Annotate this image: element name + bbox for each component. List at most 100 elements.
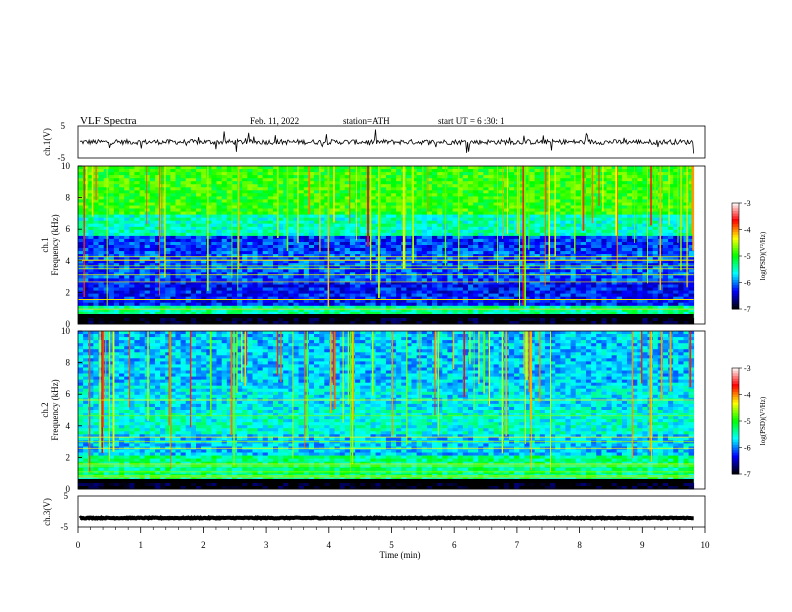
spectrogram-cell (139, 190, 146, 194)
spectrogram-cell (668, 238, 674, 243)
spectrogram-cell (647, 266, 653, 270)
spectrogram-cell (524, 181, 530, 185)
spectrogram-cell (247, 275, 253, 279)
spectrogram-cell (360, 266, 366, 270)
spectrogram-cell (447, 263, 453, 267)
spectrogram-cell (108, 281, 115, 285)
spectrogram-cell (637, 229, 643, 234)
spectrogram-cell (288, 175, 294, 179)
spectrogram-cell (483, 251, 489, 255)
spectrogram-cell (349, 266, 356, 270)
spectrogram-cell (627, 175, 633, 179)
spectrogram-cell (411, 214, 417, 218)
spectrogram-cell (416, 190, 423, 194)
spectrogram-cell (360, 181, 366, 185)
spectrogram-cell (570, 266, 577, 270)
spectrogram-cell (262, 184, 269, 188)
spectrogram-cell (580, 272, 587, 276)
spectrogram-cell (349, 251, 356, 255)
spectrogram-cell (596, 260, 602, 264)
spectrogram-cell (329, 238, 335, 243)
spectrogram-cell (339, 275, 346, 279)
spectrogram-cell (278, 235, 284, 240)
spectrogram-cell (611, 199, 618, 203)
spectrogram-cell (503, 251, 510, 255)
spectrogram-cell (93, 202, 99, 206)
spectrogram-cell (319, 226, 325, 231)
spectrogram-cell (226, 248, 233, 252)
spectrogram-cell (349, 178, 356, 182)
spectrogram-cell (293, 287, 299, 291)
spectrogram-cell (339, 287, 346, 291)
spectrogram-cell (432, 211, 438, 215)
spectrogram-cell (257, 172, 264, 176)
spectrogram-cell (627, 278, 633, 282)
spectrogram-cell (288, 187, 294, 191)
spectrogram-cell (201, 190, 207, 194)
spectrogram-cell (668, 251, 674, 255)
spectrogram-cell (355, 275, 361, 279)
spectrogram-cell (550, 232, 556, 237)
spectrogram-cell (370, 263, 376, 267)
spectrogram-cell (637, 235, 643, 240)
spectrogram-cell (344, 275, 351, 279)
spectrogram-cell (534, 196, 541, 200)
spectrogram-cell (488, 220, 494, 225)
spectrogram-cell (329, 269, 335, 273)
spectrogram-cell (462, 229, 469, 234)
spectrogram-cell (231, 269, 238, 273)
spectrogram-cell (385, 260, 392, 264)
spectrogram-cell (575, 217, 582, 222)
spectrogram-cell (206, 211, 212, 215)
spectrogram-cell (488, 196, 494, 200)
spectrogram-cell (196, 166, 202, 170)
spectrogram-cell (426, 205, 433, 209)
spectrogram-cell (555, 284, 561, 288)
spectrogram-cell (155, 229, 161, 234)
spectrogram-cell (185, 175, 192, 179)
spectrogram-cell (370, 290, 376, 294)
spectrogram-cell (493, 223, 500, 228)
spectrogram-cell (616, 266, 623, 270)
spectrogram-cell (139, 281, 146, 285)
spectrogram-cell (308, 248, 315, 252)
spectrogram-cell (683, 223, 689, 228)
spectrogram-cell (334, 281, 340, 285)
spectrogram-cell (308, 278, 315, 282)
spectrogram-cell (221, 245, 228, 249)
spectrogram-cell (539, 278, 546, 282)
spectrogram-cell (149, 169, 156, 173)
spectrogram-cell (616, 245, 623, 249)
spectrogram-cell (534, 232, 541, 237)
spectrogram-cell (144, 263, 151, 267)
spectrogram-cell (570, 193, 577, 197)
spectrogram-cell (88, 172, 94, 176)
spectrogram-cell (437, 184, 443, 188)
spectrogram-cell (221, 202, 228, 206)
spectrogram-cell (170, 187, 176, 191)
spectrogram-cell (627, 260, 633, 264)
spectrogram-cell (575, 238, 582, 243)
spectrogram-cell (370, 181, 376, 185)
spectrogram-cell (493, 278, 500, 282)
spectrogram-cell (355, 242, 361, 246)
spectrogram-cell (550, 214, 556, 218)
spectrogram-cell (78, 266, 84, 270)
spectrogram-cell (324, 248, 330, 252)
spectrogram-cell (452, 278, 459, 282)
spectrogram-cell (257, 245, 264, 249)
spectrogram-cell (108, 284, 115, 288)
spectrogram-cell (586, 263, 592, 267)
spectrogram-cell (226, 232, 233, 237)
spectrogram-cell (432, 202, 438, 206)
spectrogram-cell (319, 178, 325, 182)
spectrogram-cell (201, 220, 207, 225)
spectrogram-cell (278, 272, 284, 276)
spectrogram-cell (544, 232, 551, 237)
spectrogram-cell (308, 269, 315, 273)
spectrogram-cell (591, 232, 597, 237)
spectrogram-cell (642, 245, 648, 249)
spectrogram-cell (339, 220, 346, 225)
spectrogram-cell (334, 251, 340, 255)
spectrogram-cell (124, 214, 130, 218)
